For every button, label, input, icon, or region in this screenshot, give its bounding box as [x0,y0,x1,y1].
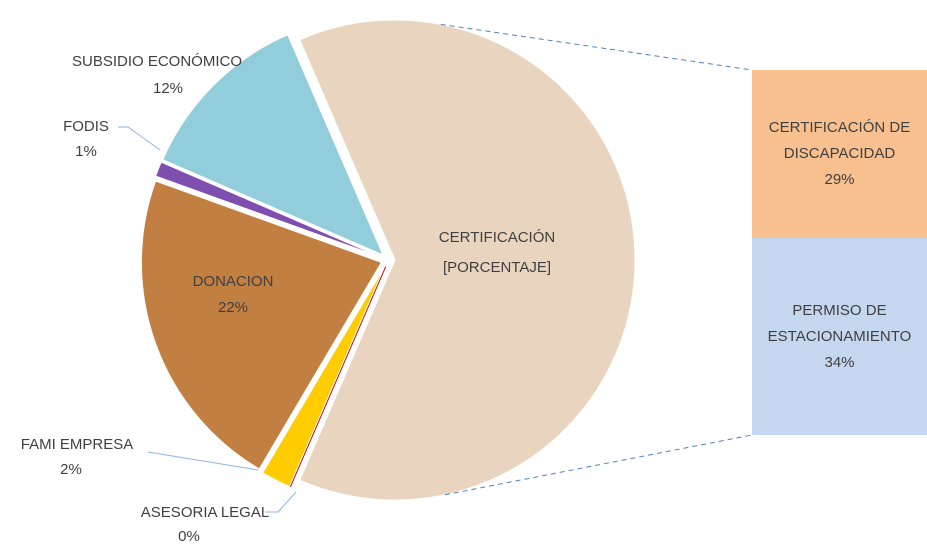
bar-value-label: 34% [824,353,855,371]
connector [440,23,753,71]
leader-line [147,451,259,471]
slice-label: FAMI EMPRESA [21,436,134,453]
pie-slice [162,34,385,257]
bar-value-label: 29% [824,171,855,188]
connector [444,434,753,496]
slice-label: SUBSIDIO ECONÓMICO [72,53,242,70]
bar-segment [752,238,927,435]
slice-label: ASESORIA LEGAL [141,504,269,521]
pie-slice [261,265,386,488]
slice-value-label: 2% [60,461,82,478]
slice-value-label: 1% [75,143,97,160]
bar-label: CERTIFICACIÓN DE DISCAPACIDAD 29% [752,70,927,238]
slice-label: CERTIFICACIÓN [439,229,555,246]
slice-value-label: 0% [178,528,200,544]
slice-value-label: 12% [153,80,183,97]
pie-slice [155,161,382,258]
slice-label: FODIS [63,118,109,135]
pie-slice [299,19,636,501]
leader-line [118,126,161,151]
slice-label: DONACION [193,273,274,290]
bar-segment [752,70,927,239]
bar-label: PERMISO DE ESTACIONAMIENTO 34% [752,238,927,435]
leader-line [265,491,297,513]
bar-category-label: PERMISO DE ESTACIONAMIENTO [767,301,912,345]
bar-category-label: CERTIFICACIÓN DE DISCAPACIDAD [768,119,911,162]
slice-value-label: 22% [218,299,248,316]
slice-value-label: [PORCENTAJE] [443,259,551,276]
pie-slice [140,180,383,470]
